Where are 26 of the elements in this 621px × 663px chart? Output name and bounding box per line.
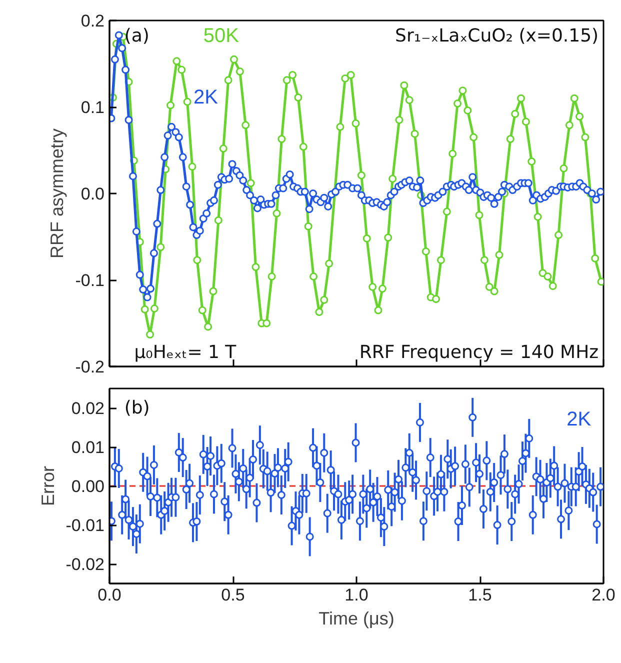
annotation: (b)	[124, 398, 150, 418]
x-tick-label: 2.0	[592, 586, 616, 604]
y-tick-label: -0.1	[75, 271, 105, 290]
series-label: 2K	[566, 408, 592, 431]
annotation: (a)	[124, 26, 150, 47]
x-axis-title: Time (μs)	[318, 608, 394, 628]
series-label: 2K	[193, 86, 219, 109]
y-tick-label: 0.00	[71, 477, 105, 496]
y-axis-title: RRF asymmetry	[47, 128, 68, 258]
y-tick-label: -0.2	[75, 358, 105, 376]
annotation: Sr₁₋ₓLaₓCuO₂ (x=0.15)	[395, 26, 599, 47]
y-tick-label: 0.02	[71, 399, 105, 418]
series-label: 50K	[203, 25, 240, 48]
y-tick-label: -0.01	[66, 516, 104, 535]
y-tick-label: 0.2	[80, 12, 105, 30]
annotation: μ₀Hₑₓₜ= 1 T	[134, 342, 238, 364]
y-axis-title: Error	[38, 466, 58, 506]
y-tick-label: 0.0	[80, 184, 105, 204]
annotation: RRF Frequency = 140 MHz	[359, 342, 599, 364]
y-tick-label: 0.01	[71, 438, 105, 457]
y-tick-label: -0.02	[66, 555, 104, 574]
y-tick-label: 0.1	[80, 98, 105, 117]
x-tick-label: 1.5	[468, 586, 492, 604]
x-tick-label: 1.0	[344, 586, 368, 604]
x-tick-label: 0.5	[221, 586, 245, 604]
x-tick-label: 0.0	[98, 586, 122, 604]
